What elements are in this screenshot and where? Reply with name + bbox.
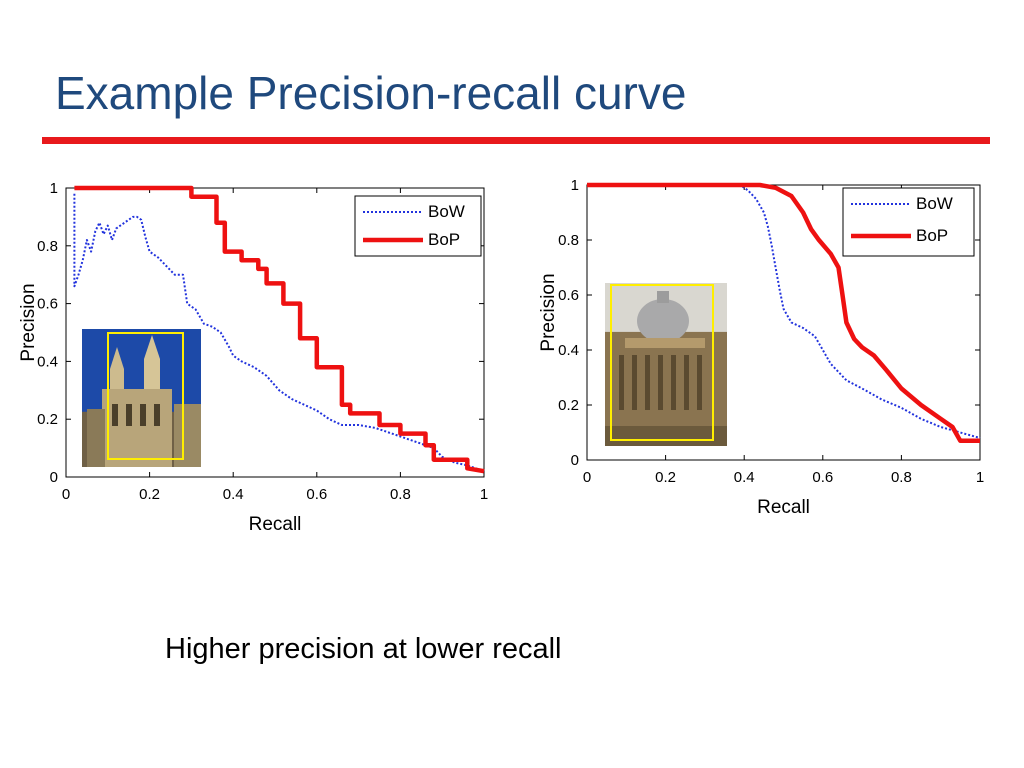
y-tick-label: 0.2 xyxy=(558,397,579,414)
x-axis-label: Recall xyxy=(757,497,810,518)
x-tick-label: 0 xyxy=(583,469,591,486)
y-tick-label: 1 xyxy=(50,180,58,197)
selection-box xyxy=(610,284,714,441)
chart-2: 0 0.2 0.4 0.6 0.8 1 0 0.2 0.4 0.6 0.8 1 BoW BoP Recall… xyxy=(538,177,984,518)
series-line-bow xyxy=(73,193,485,473)
y-tick-label: 0.4 xyxy=(558,342,579,359)
x-tick-label: 0.4 xyxy=(734,469,755,486)
window xyxy=(140,404,146,426)
legend-label-bow: BoW xyxy=(916,194,953,213)
legend-box xyxy=(354,195,482,257)
column xyxy=(684,355,689,410)
x-tick-label: 0.6 xyxy=(306,486,327,503)
building-body xyxy=(102,389,172,467)
gothic-building-photo xyxy=(82,329,201,467)
domed-building-photo xyxy=(605,283,727,446)
building-side-right xyxy=(174,404,201,467)
window xyxy=(126,404,132,426)
x-tick-label: 0.8 xyxy=(390,486,411,503)
x-tick-label: 1 xyxy=(976,469,984,486)
column xyxy=(697,355,702,410)
chart-1: 0 0.2 0.4 0.6 0.8 1 0 0.2 0.4 0.6 0.8 1 BoW BoP Recall… xyxy=(18,180,488,535)
x-tick-label: 1 xyxy=(480,486,488,503)
y-axis-label: Precision xyxy=(18,283,39,361)
y-tick-label: 0.6 xyxy=(558,287,579,304)
building-side xyxy=(87,409,105,467)
column xyxy=(645,355,650,410)
legend-box xyxy=(842,187,975,257)
legend-label-bow: BoW xyxy=(428,202,465,221)
x-tick-label: 0.2 xyxy=(139,486,160,503)
column xyxy=(658,355,663,410)
legend-label-bop: BoP xyxy=(916,226,948,245)
y-tick-label: 1 xyxy=(571,177,579,194)
drum xyxy=(625,338,705,348)
y-axis-label: Precision xyxy=(538,273,559,351)
dome xyxy=(637,299,689,343)
legend-label-bop: BoP xyxy=(428,230,460,249)
x-tick-label: 0.8 xyxy=(891,469,912,486)
y-tick-label: 0.2 xyxy=(37,411,58,428)
x-tick-label: 0.6 xyxy=(812,469,833,486)
y-tick-label: 0.6 xyxy=(37,296,58,313)
lantern xyxy=(657,291,669,303)
x-tick-label: 0.2 xyxy=(655,469,676,486)
column xyxy=(619,355,624,410)
window xyxy=(112,404,118,426)
y-tick-label: 0 xyxy=(571,452,579,469)
title-underline xyxy=(42,137,990,144)
x-tick-label: 0 xyxy=(62,486,70,503)
slide-caption: Higher precision at lower recall xyxy=(165,633,562,665)
x-axis-label: Recall xyxy=(249,514,302,535)
y-tick-label: 0.8 xyxy=(558,232,579,249)
column xyxy=(671,355,676,410)
series-line-bop xyxy=(587,182,980,444)
y-tick-label: 0.4 xyxy=(37,353,58,370)
slide-title: Example Precision-recall curve xyxy=(55,67,687,119)
series-line-bop xyxy=(74,185,485,474)
y-tick-label: 0.8 xyxy=(37,238,58,255)
y-tick-label: 0 xyxy=(50,469,58,486)
column xyxy=(632,355,637,410)
selection-box xyxy=(107,332,184,460)
series-line-bow xyxy=(587,184,981,439)
photo-base xyxy=(605,426,727,446)
x-tick-label: 0.4 xyxy=(223,486,244,503)
window xyxy=(154,404,160,426)
